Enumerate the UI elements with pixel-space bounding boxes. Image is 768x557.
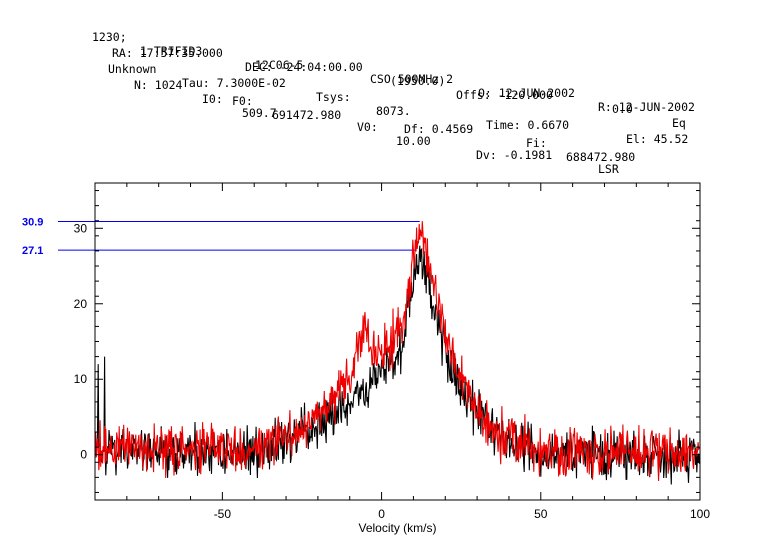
header-field: N: 1024: [134, 78, 183, 92]
header-field: 8073.: [376, 104, 411, 118]
x-axis-label: Velocity (km/s): [358, 521, 436, 535]
header-field: 0.0: [612, 102, 633, 116]
header-field: Offs: -120.000: [456, 88, 553, 102]
header-field: 691472.980: [272, 108, 342, 122]
header-field: Tsys:: [316, 90, 351, 104]
header-field: Tau: 7.3000E-02: [182, 76, 286, 90]
observation-header: 1230; 1 TRIFID3 12C06-5 CSO 500MHz 2 O: …: [0, 0, 768, 176]
header-field: I0:: [202, 92, 223, 106]
header-field: 1 TRIFID3: [140, 44, 203, 58]
header-field: CSO 500MHz 2: [370, 72, 454, 86]
header-field: Eq: [672, 116, 686, 130]
x-tick-label: 100: [690, 507, 710, 521]
header-field: 10.00: [396, 134, 431, 148]
y-tick-label: 20: [74, 297, 88, 311]
header-field: R: 12-JUN-2002: [598, 100, 695, 114]
y-tick-label: 0: [80, 448, 87, 462]
header-field: V0:: [357, 120, 378, 134]
header-field: 1230;: [92, 30, 127, 44]
reference-line-label: 27.1: [22, 245, 43, 257]
header-field: Time: 0.6670: [486, 118, 570, 132]
header-field: 509.7: [242, 106, 277, 120]
y-tick-label: 30: [74, 221, 88, 235]
spectrum-series-line: [95, 221, 700, 482]
header-field: F0:: [232, 94, 253, 108]
y-tick-label: 10: [74, 372, 88, 386]
header-line-4: N: 1024 I0: 509.7 V0: 10.00 Dv: -0.1981 …: [0, 64, 768, 190]
x-tick-label: 0: [378, 507, 385, 521]
header-line-2: RA: 17:57:35.000 DEC: -24:04:00.00 (1950…: [0, 32, 768, 144]
header-field: (1950.0): [390, 74, 446, 88]
header-line-5: F0: 691472.980 Df: 0.4569 Fi: 688472.980: [0, 80, 768, 178]
header-field: Df: 0.4569: [404, 122, 474, 136]
x-tick-label: 50: [534, 507, 548, 521]
header-field: DEC: -24:04:00.00: [245, 60, 363, 74]
header-line-3: Unknown Tau: 7.3000E-02 Tsys: 8073. Time…: [0, 48, 768, 160]
reference-line-label: 30.9: [22, 216, 43, 228]
header-field: El: 45.52: [626, 132, 689, 146]
header-field: Dv: -0.1981: [476, 148, 553, 162]
header-field: 12C06-5: [255, 58, 304, 72]
header-field: O: 12-JUN-2002: [478, 86, 575, 100]
header-field: LSR: [598, 162, 619, 176]
header-field: RA: 17:57:35.000: [112, 46, 223, 60]
header-field: Fi:: [526, 136, 547, 150]
header-field: 688472.980: [566, 150, 636, 164]
header-field: Unknown: [108, 62, 157, 76]
x-tick-label: -50: [214, 507, 232, 521]
header-line-1: 1230; 1 TRIFID3 12C06-5 CSO 500MHz 2 O: …: [0, 16, 768, 128]
